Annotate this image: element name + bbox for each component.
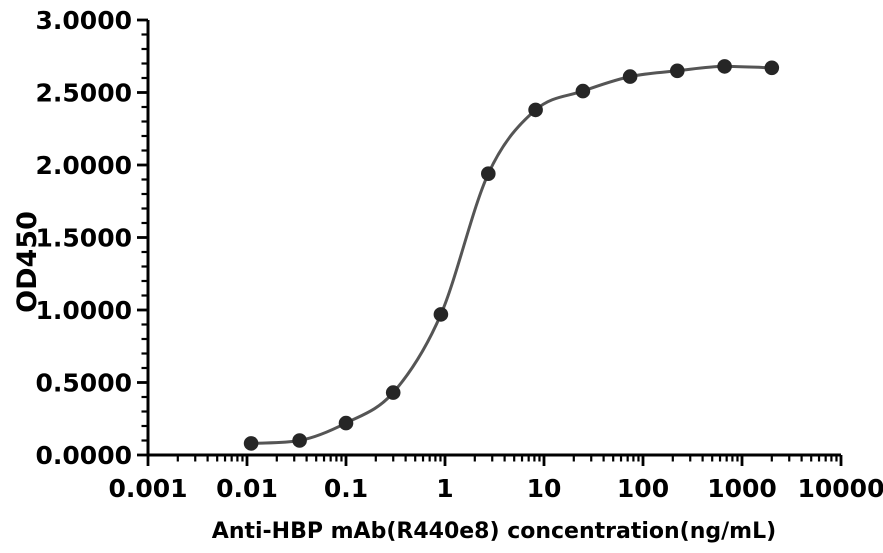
- data-point-marker: [764, 60, 780, 76]
- data-point-marker: [717, 59, 732, 74]
- data-point-marker: [243, 436, 259, 451]
- y-tick-label: 0.5000: [36, 369, 132, 398]
- x-tick-label: 1: [436, 474, 453, 503]
- y-tick-label: 1.0000: [36, 296, 132, 325]
- fitted-curve: [249, 64, 774, 445]
- y-tick-label: 2.0000: [36, 151, 132, 180]
- data-point-marker: [622, 69, 638, 84]
- x-tick-label: 10: [527, 474, 562, 503]
- x-tick-label: 100: [617, 474, 669, 503]
- y-tick-label: 0.0000: [36, 441, 132, 470]
- y-tick-label: 3.0000: [36, 6, 132, 35]
- data-point-marker: [575, 83, 591, 99]
- data-point-marker: [528, 102, 543, 118]
- data-point-marker: [385, 385, 401, 400]
- data-points: [243, 59, 780, 451]
- data-point-marker: [292, 433, 307, 448]
- y-axis: 0.0000 0.5000 1.0000 1.5000 2.0000 2.5000 3.00…: [36, 6, 148, 470]
- x-tick-label: 0.1: [324, 474, 368, 503]
- x-tick-label: 10000: [798, 474, 883, 503]
- axis-spines: [146, 20, 841, 457]
- data-point-marker: [481, 166, 496, 181]
- x-tick-label: 1000: [707, 474, 777, 503]
- x-tick-label: 0.01: [216, 474, 278, 503]
- x-axis-title: Anti-HBP mAb(R440e8) concentration(ng/mL…: [212, 519, 776, 544]
- x-axis: 0.001 0.01 0.1 1 10 100 1000 10000: [108, 455, 883, 503]
- y-tick-label: 1.5000: [36, 224, 132, 253]
- y-tick-label: 2.5000: [36, 79, 132, 108]
- data-point-marker: [433, 307, 449, 322]
- x-tick-label: 0.001: [108, 474, 187, 503]
- data-point-marker: [670, 63, 685, 79]
- data-point-marker: [338, 415, 354, 431]
- y-axis-title: OD450: [12, 211, 43, 313]
